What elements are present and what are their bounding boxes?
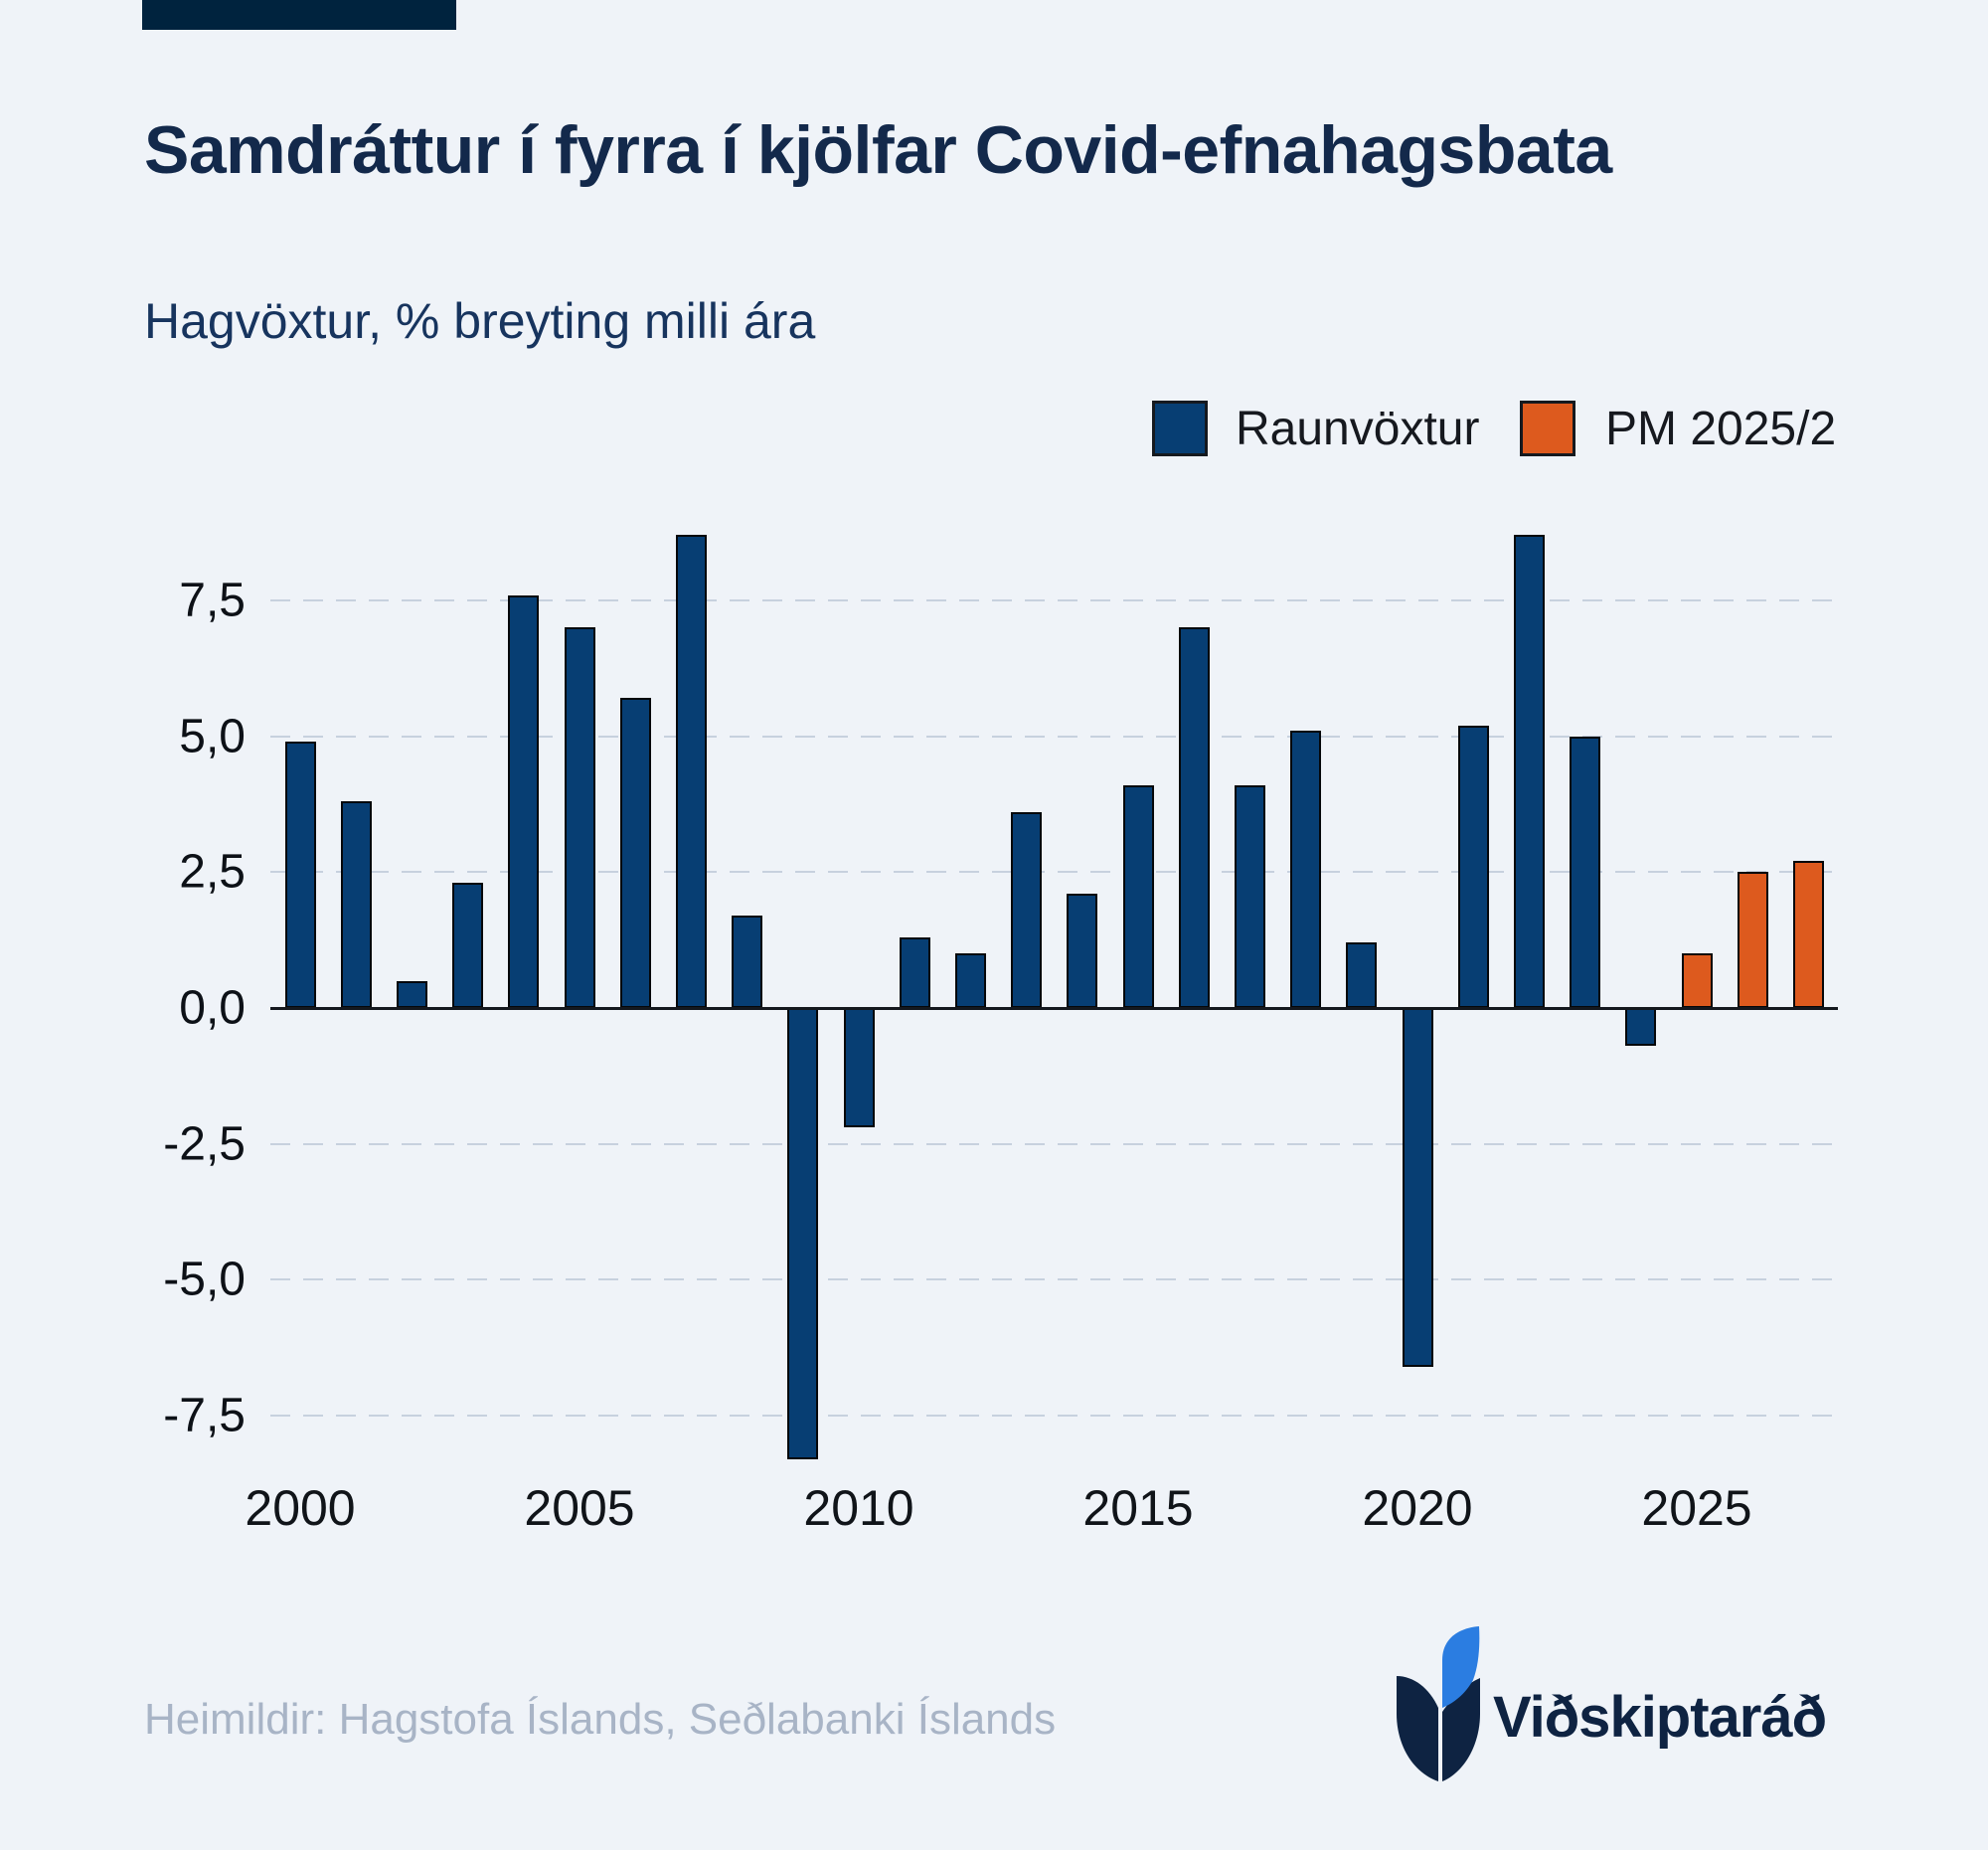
page-subtitle: Hagvöxtur, % breyting milli ára [144, 293, 816, 349]
gridline--5,0 [270, 1278, 1838, 1281]
brand-name: Viðskiptaráð [1493, 1685, 1827, 1750]
x-axis-label-2010: 2010 [803, 1480, 914, 1536]
y-axis-label--5,0: -5,0 [163, 1253, 246, 1306]
brand-logo: Viðskiptaráð [1394, 1626, 1851, 1795]
gridline-2,5 [270, 871, 1838, 874]
bar-2002 [396, 980, 427, 1008]
bar-2027 [1792, 861, 1824, 1008]
y-axis-label--7,5: -7,5 [163, 1389, 246, 1442]
bar-2004 [508, 594, 540, 1008]
bar-2000 [284, 742, 316, 1008]
bar-2019 [1346, 942, 1378, 1008]
x-axis-label-2020: 2020 [1362, 1480, 1473, 1536]
legend-swatch-pm [1520, 401, 1575, 456]
gridline-7,5 [270, 599, 1838, 601]
y-axis-label-5,0: 5,0 [179, 710, 246, 763]
legend-label-pm: PM 2025/2 [1605, 402, 1837, 455]
bar-2014 [1067, 894, 1098, 1008]
bar-2011 [899, 936, 930, 1008]
accent-bar [142, 0, 456, 30]
x-axis-line [270, 1006, 1838, 1010]
bar-2024 [1625, 1008, 1657, 1047]
bar-2022 [1513, 535, 1545, 1008]
bar-2007 [675, 535, 707, 1008]
bar-2015 [1122, 784, 1154, 1008]
x-axis-label-2025: 2025 [1641, 1480, 1752, 1536]
y-axis-label--2,5: -2,5 [163, 1117, 246, 1171]
bar-2021 [1457, 725, 1489, 1008]
gridline--2,5 [270, 1142, 1838, 1145]
sources-text: Heimildir: Hagstofa Íslands, Seðlabanki … [144, 1695, 1057, 1744]
bar-2023 [1570, 736, 1601, 1008]
y-axis-label-7,5: 7,5 [179, 574, 246, 627]
bar-2025 [1681, 953, 1713, 1008]
bar-2005 [564, 627, 595, 1008]
bar-2026 [1737, 872, 1768, 1008]
bar-2010 [843, 1008, 875, 1128]
y-axis-label-2,5: 2,5 [179, 845, 246, 899]
bar-2017 [1234, 784, 1265, 1008]
bar-2006 [619, 698, 651, 1008]
bar-2013 [1011, 812, 1043, 1008]
bar-2020 [1402, 1008, 1433, 1367]
bar-2016 [1178, 627, 1210, 1008]
legend-label-raunvoxtur: Raunvöxtur [1236, 402, 1480, 455]
y-axis-label-0,0: 0,0 [179, 981, 246, 1035]
bar-2018 [1290, 731, 1322, 1008]
bar-2008 [732, 916, 763, 1008]
x-axis-label-2005: 2005 [524, 1480, 635, 1536]
gridline--7,5 [270, 1414, 1838, 1417]
gridline-5,0 [270, 735, 1838, 738]
bar-2012 [954, 953, 986, 1008]
book-leaf-logo-icon [1397, 1626, 1480, 1781]
bar-2001 [340, 801, 372, 1008]
page-title: Samdráttur í fyrra í kjölfar Covid-efnah… [144, 112, 1612, 188]
x-axis-label-2015: 2015 [1082, 1480, 1194, 1536]
bar-2003 [452, 883, 484, 1008]
x-axis-label-2000: 2000 [245, 1480, 356, 1536]
bar-2009 [787, 1008, 819, 1459]
legend-swatch-raunvoxtur [1152, 401, 1208, 456]
